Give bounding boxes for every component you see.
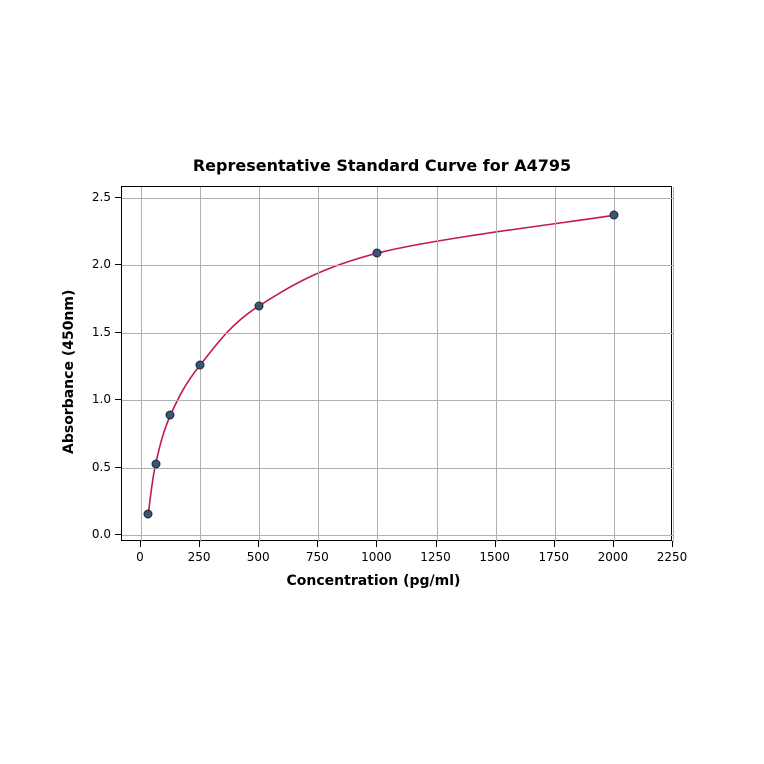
data-point-marker <box>196 361 205 370</box>
y-tick-label: 1.0 <box>71 392 111 406</box>
fit-curve <box>148 215 614 513</box>
data-point-marker <box>151 459 160 468</box>
standard-curve-line <box>122 187 673 542</box>
x-tick-label: 1250 <box>420 550 451 564</box>
x-tick-label: 500 <box>247 550 270 564</box>
data-point-marker <box>609 211 618 220</box>
x-tick <box>258 541 259 547</box>
x-tick-label: 1500 <box>479 550 510 564</box>
y-tick-label: 0.0 <box>71 527 111 541</box>
gridline-vertical <box>377 187 378 542</box>
y-tick <box>115 332 121 333</box>
plot-area <box>121 186 672 541</box>
data-point-marker <box>255 301 264 310</box>
gridline-vertical <box>555 187 556 542</box>
x-tick-label: 0 <box>136 550 144 564</box>
y-axis-label: Absorbance (450nm) <box>61 289 77 453</box>
gridline-horizontal <box>122 468 673 469</box>
y-tick <box>115 399 121 400</box>
y-tick <box>115 467 121 468</box>
gridline-vertical <box>318 187 319 542</box>
gridline-horizontal <box>122 198 673 199</box>
gridline-horizontal <box>122 535 673 536</box>
y-tick-label: 2.5 <box>71 190 111 204</box>
data-point-marker <box>166 411 175 420</box>
x-tick-label: 750 <box>306 550 329 564</box>
gridline-vertical <box>141 187 142 542</box>
x-tick-label: 2000 <box>598 550 629 564</box>
y-tick <box>115 534 121 535</box>
x-tick-label: 1000 <box>361 550 392 564</box>
x-tick <box>376 541 377 547</box>
y-tick-label: 0.5 <box>71 460 111 474</box>
x-tick <box>317 541 318 547</box>
gridline-vertical <box>673 187 674 542</box>
x-tick <box>199 541 200 547</box>
gridline-horizontal <box>122 265 673 266</box>
x-tick-label: 250 <box>188 550 211 564</box>
gridline-horizontal <box>122 333 673 334</box>
y-tick <box>115 197 121 198</box>
x-tick <box>436 541 437 547</box>
data-point-marker <box>144 509 153 518</box>
x-tick <box>554 541 555 547</box>
gridline-vertical <box>259 187 260 542</box>
x-tick <box>495 541 496 547</box>
x-axis-label: Concentration (pg/ml) <box>287 573 461 589</box>
y-tick-label: 2.0 <box>71 257 111 271</box>
y-tick <box>115 264 121 265</box>
x-tick <box>140 541 141 547</box>
data-point-marker <box>373 249 382 258</box>
y-tick-label: 1.5 <box>71 325 111 339</box>
gridline-vertical <box>614 187 615 542</box>
x-tick-label: 2250 <box>657 550 688 564</box>
gridline-vertical <box>437 187 438 542</box>
x-tick-label: 1750 <box>538 550 569 564</box>
gridline-horizontal <box>122 400 673 401</box>
x-tick <box>672 541 673 547</box>
chart-title: Representative Standard Curve for A4795 <box>0 156 764 175</box>
x-tick <box>613 541 614 547</box>
gridline-vertical <box>496 187 497 542</box>
chart-canvas: Representative Standard Curve for A4795 … <box>0 0 764 764</box>
